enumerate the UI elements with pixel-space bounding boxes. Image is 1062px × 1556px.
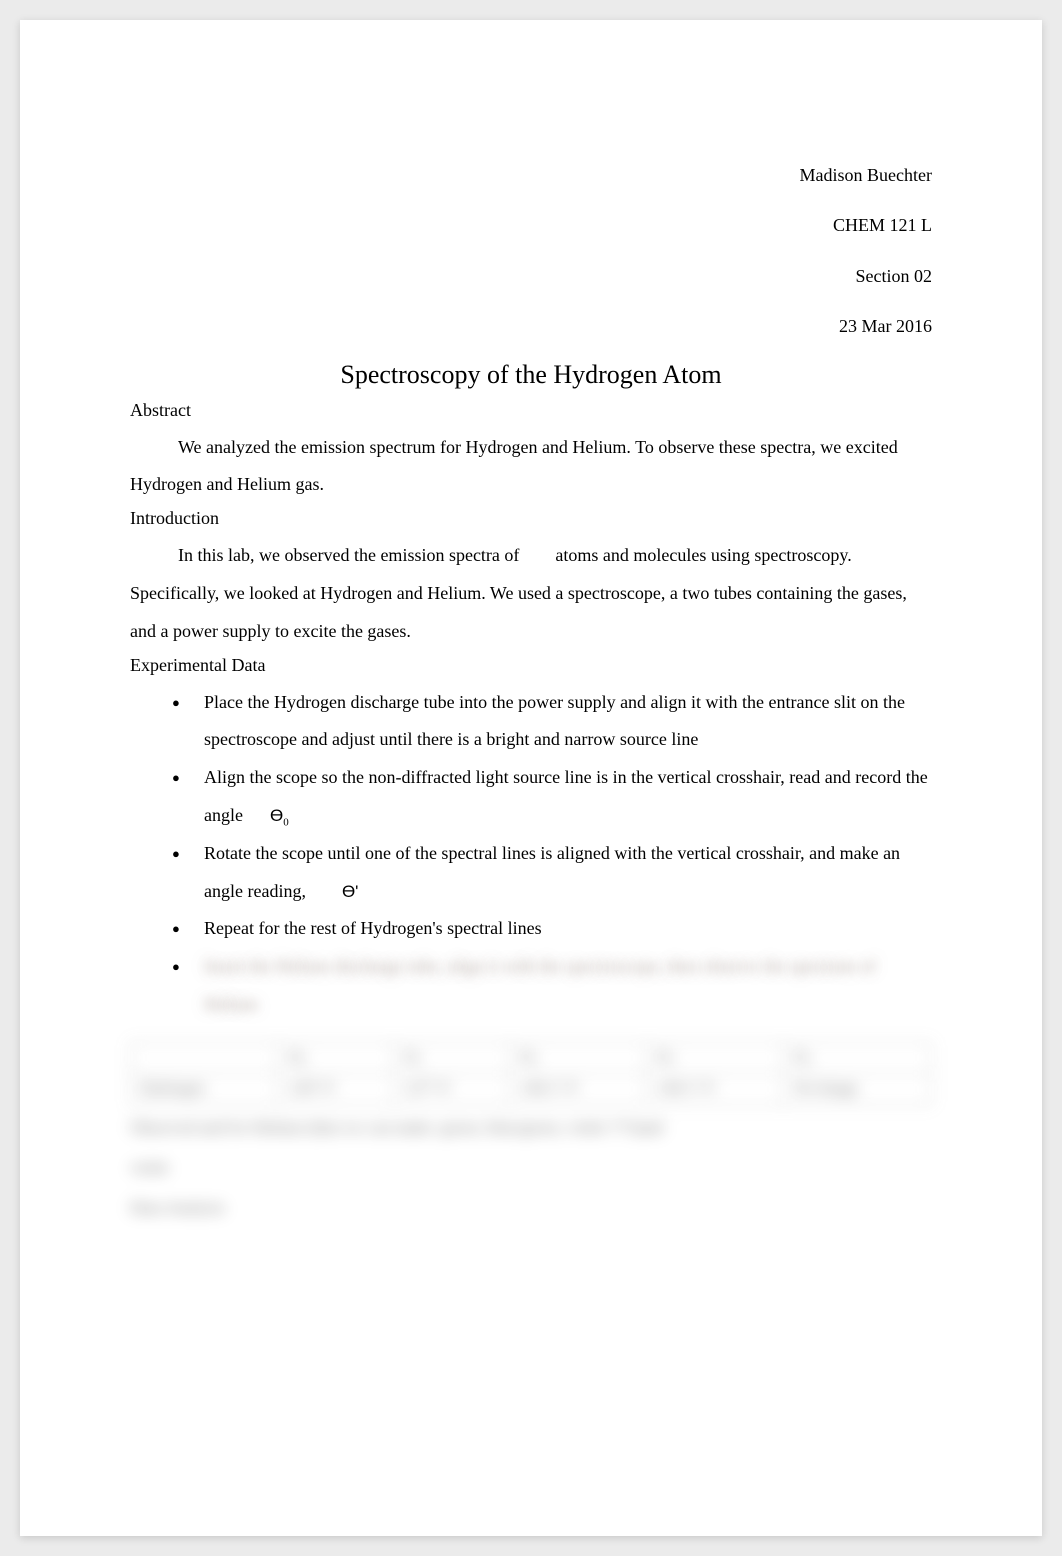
- bullet-text: Rotate the scope until one of the spectr…: [204, 843, 900, 901]
- table-header: ϴ₀: [279, 1042, 395, 1073]
- blurred-footer-line3: Data Analysis: [130, 1191, 932, 1225]
- data-table: ϴ₀ ϴ₁ ϴ₂ ϴ₃ ϴ₄ Hydrogen 126° 0' 127° 0' …: [130, 1042, 932, 1105]
- document-title: Spectroscopy of the Hydrogen Atom: [130, 360, 932, 390]
- list-item: Align the scope so the non-diffracted li…: [172, 759, 932, 835]
- table-cell: 140.1° 0': [510, 1073, 647, 1104]
- experimental-heading: Experimental Data: [130, 655, 932, 676]
- introduction-body: In this lab, we observed the emission sp…: [130, 537, 932, 650]
- table-cell: 127° 0': [395, 1073, 511, 1104]
- author-name: Madison Buechter: [130, 150, 932, 200]
- theta-zero-subscript: 0: [283, 817, 289, 829]
- theta-prime-symbol: ϴ': [342, 882, 358, 901]
- blurred-bullet-text: Insert the Helium discharge tube, align …: [204, 956, 875, 1014]
- header-block: Madison Buechter CHEM 121 L Section 02 2…: [130, 150, 932, 352]
- procedure-list: Place the Hydrogen discharge tube into t…: [130, 684, 932, 1024]
- bullet-text: Repeat for the rest of Hydrogen's spectr…: [204, 918, 542, 938]
- introduction-heading: Introduction: [130, 508, 932, 529]
- list-item: Repeat for the rest of Hydrogen's spectr…: [172, 910, 932, 948]
- blurred-footer-line2: violet: [130, 1151, 932, 1185]
- list-item: Insert the Helium discharge tube, align …: [172, 948, 932, 1024]
- table-cell: No Image: [784, 1073, 932, 1104]
- list-item: Place the Hydrogen discharge tube into t…: [172, 684, 932, 760]
- bullet-text: Align the scope so the non-diffracted li…: [204, 767, 928, 825]
- table-header: ϴ₃: [647, 1042, 784, 1073]
- document-page: Madison Buechter CHEM 121 L Section 02 2…: [20, 20, 1042, 1536]
- table-cell: 140.1° 0': [647, 1073, 784, 1104]
- blurred-content-region: ϴ₀ ϴ₁ ϴ₂ ϴ₃ ϴ₄ Hydrogen 126° 0' 127° 0' …: [130, 1042, 932, 1225]
- document-date: 23 Mar 2016: [130, 301, 932, 351]
- table-header: ϴ₄: [784, 1042, 932, 1073]
- table-header: ϴ₁: [395, 1042, 511, 1073]
- bullet-text: Place the Hydrogen discharge tube into t…: [204, 692, 905, 750]
- table-cell: Hydrogen: [131, 1073, 279, 1104]
- table-header: [131, 1042, 279, 1073]
- course-code: CHEM 121 L: [130, 200, 932, 250]
- list-item: Rotate the scope until one of the spectr…: [172, 835, 932, 911]
- abstract-body: We analyzed the emission spectrum for Hy…: [130, 429, 932, 505]
- table-row: Hydrogen 126° 0' 127° 0' 140.1° 0' 140.1…: [131, 1073, 932, 1104]
- table-header: ϴ₂: [510, 1042, 647, 1073]
- table-cell: 126° 0': [279, 1073, 395, 1104]
- section-number: Section 02: [130, 251, 932, 301]
- abstract-heading: Abstract: [130, 400, 932, 421]
- intro-part1: In this lab, we observed the emission sp…: [178, 545, 519, 565]
- blurred-footer-line1: Observed and for Helium (that we can mak…: [130, 1111, 932, 1145]
- table-header-row: ϴ₀ ϴ₁ ϴ₂ ϴ₃ ϴ₄: [131, 1042, 932, 1073]
- theta-zero-symbol: ϴ: [270, 806, 283, 825]
